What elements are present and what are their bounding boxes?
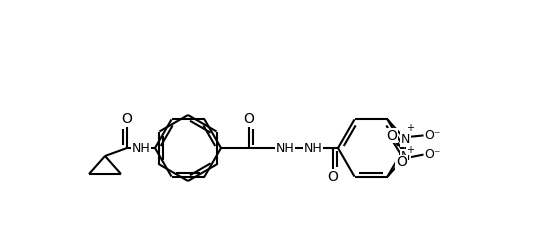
Text: N: N xyxy=(401,133,410,146)
Text: O: O xyxy=(396,156,407,170)
Text: +: + xyxy=(406,144,415,154)
Text: O⁻: O⁻ xyxy=(424,129,441,142)
Text: NH: NH xyxy=(276,142,294,156)
Text: N: N xyxy=(401,150,410,163)
Text: +: + xyxy=(406,124,415,134)
Text: O: O xyxy=(386,128,397,142)
Text: O: O xyxy=(121,112,132,126)
Text: NH: NH xyxy=(132,142,150,156)
Text: O: O xyxy=(243,112,254,126)
Text: O⁻: O⁻ xyxy=(424,148,441,161)
Text: NH: NH xyxy=(304,142,322,156)
Text: O: O xyxy=(327,170,338,184)
